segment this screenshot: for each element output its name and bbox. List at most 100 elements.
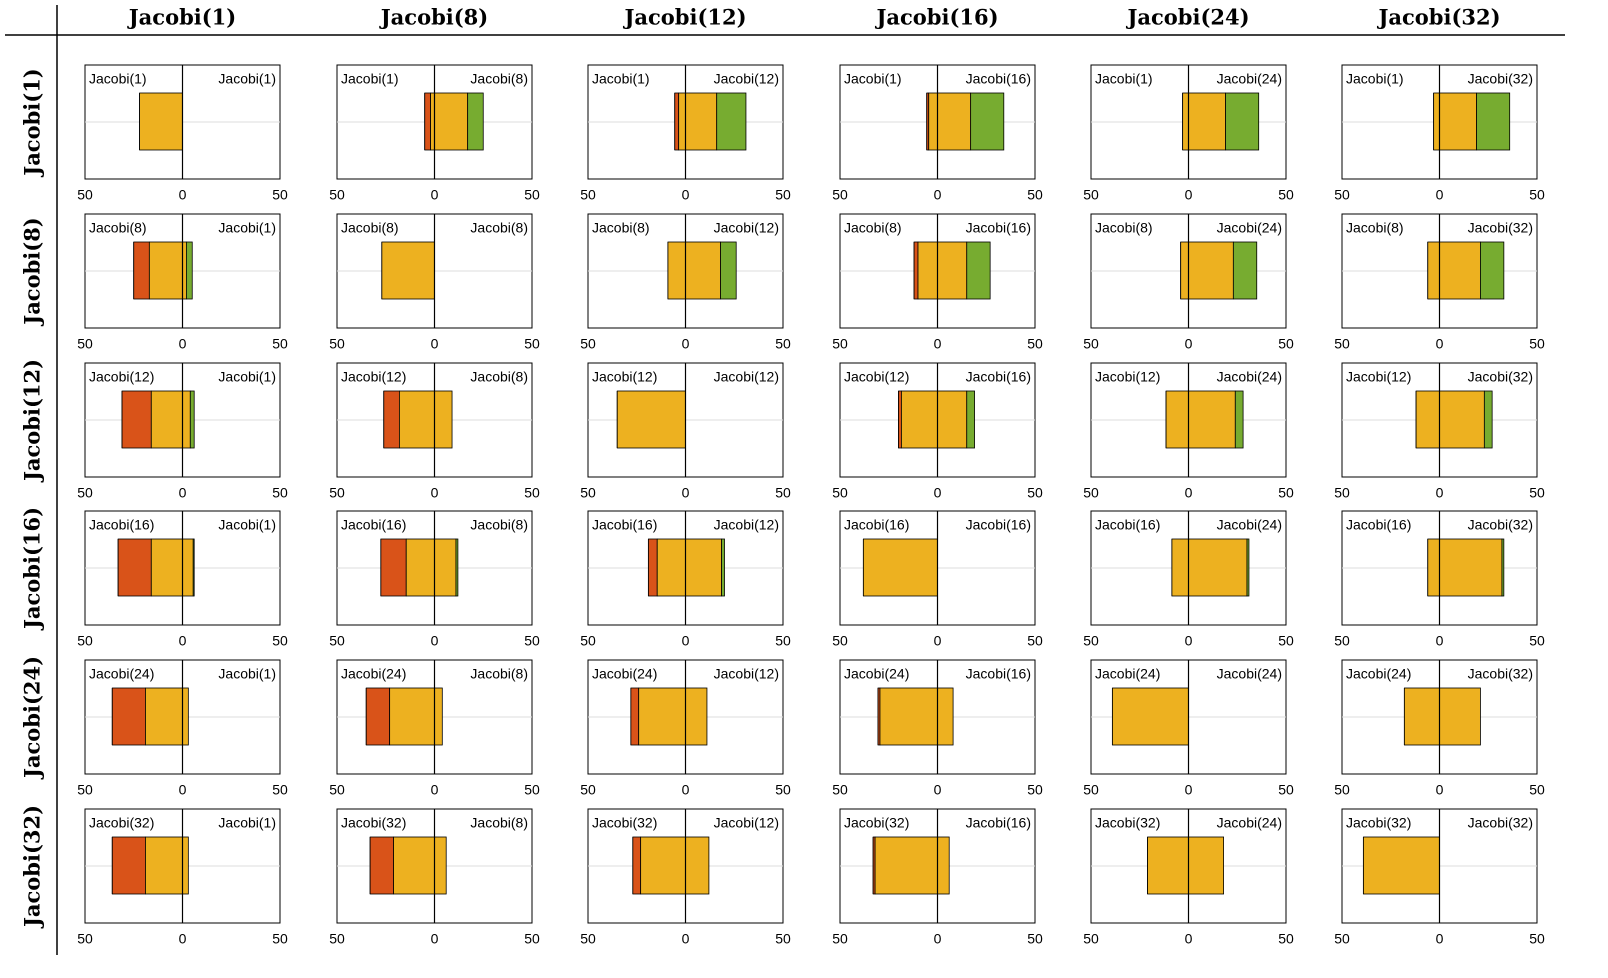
right-label: Jacobi(24) <box>1217 71 1282 87</box>
x-tick-label: 0 <box>1436 485 1444 501</box>
x-tick-label: 50 <box>1278 485 1294 501</box>
x-tick-label: 0 <box>179 782 187 798</box>
x-tick-label: 0 <box>179 931 187 947</box>
bar-segment <box>1171 538 1248 597</box>
left-label: Jacobi(8) <box>844 220 902 236</box>
bar-segment <box>630 687 640 746</box>
x-tick-label: 0 <box>1436 782 1444 798</box>
bar-segment <box>913 241 919 300</box>
left-label: Jacobi(32) <box>89 815 154 831</box>
right-label: Jacobi(24) <box>1217 815 1282 831</box>
bar-segment <box>393 836 447 895</box>
bar-segment <box>383 390 400 449</box>
x-tick-label: 50 <box>272 633 288 649</box>
left-label: Jacobi(16) <box>1346 517 1411 533</box>
column-header: Jacobi(24) <box>1125 5 1249 30</box>
x-tick-label: 0 <box>682 633 690 649</box>
bar-segment <box>656 538 722 597</box>
row-header: Jacobi(16) <box>20 507 45 631</box>
column-header: Jacobi(16) <box>874 5 998 30</box>
right-label: Jacobi(32) <box>1468 815 1533 831</box>
x-tick-label: 0 <box>431 633 439 649</box>
x-tick-label: 0 <box>1185 782 1193 798</box>
x-tick-label: 50 <box>272 782 288 798</box>
x-tick-label: 0 <box>682 485 690 501</box>
bar-segment <box>1246 538 1250 597</box>
bar-segment <box>1427 241 1481 300</box>
x-tick-label: 50 <box>329 336 345 352</box>
x-tick-label: 50 <box>329 782 345 798</box>
right-label: Jacobi(1) <box>218 815 276 831</box>
right-label: Jacobi(12) <box>714 71 779 87</box>
x-tick-label: 50 <box>77 782 93 798</box>
right-label: Jacobi(24) <box>1217 517 1282 533</box>
right-label: Jacobi(8) <box>470 815 528 831</box>
bar-segment <box>117 538 152 597</box>
right-label: Jacobi(8) <box>470 369 528 385</box>
bar-segment <box>1480 241 1505 300</box>
right-label: Jacobi(12) <box>714 517 779 533</box>
x-tick-label: 0 <box>934 485 942 501</box>
bar-segment <box>369 836 394 895</box>
x-tick-label: 0 <box>179 633 187 649</box>
bar-segment <box>139 92 183 151</box>
right-label: Jacobi(16) <box>966 71 1031 87</box>
x-tick-label: 0 <box>934 336 942 352</box>
x-tick-label: 50 <box>1334 336 1350 352</box>
bar-segment <box>455 538 459 597</box>
row-header: Jacobi(24) <box>20 656 45 780</box>
right-label: Jacobi(8) <box>470 71 528 87</box>
x-tick-label: 50 <box>580 633 596 649</box>
left-label: Jacobi(24) <box>89 666 154 682</box>
bar-segment <box>189 390 195 449</box>
right-label: Jacobi(1) <box>218 517 276 533</box>
x-tick-label: 0 <box>179 336 187 352</box>
x-tick-label: 50 <box>524 336 540 352</box>
right-label: Jacobi(16) <box>966 369 1031 385</box>
x-tick-label: 50 <box>580 782 596 798</box>
bar-segment <box>678 92 718 151</box>
left-label: Jacobi(8) <box>341 220 399 236</box>
x-tick-label: 0 <box>431 485 439 501</box>
x-tick-label: 50 <box>329 187 345 203</box>
x-tick-label: 0 <box>682 782 690 798</box>
left-label: Jacobi(16) <box>1095 517 1160 533</box>
bar-segment <box>966 241 991 300</box>
left-label: Jacobi(1) <box>341 71 399 87</box>
left-label: Jacobi(1) <box>89 71 147 87</box>
x-tick-label: 50 <box>77 187 93 203</box>
x-tick-label: 0 <box>179 187 187 203</box>
left-label: Jacobi(8) <box>89 220 147 236</box>
x-tick-label: 50 <box>832 931 848 947</box>
x-tick-label: 0 <box>1436 336 1444 352</box>
bar-segment <box>148 241 187 300</box>
right-label: Jacobi(1) <box>218 369 276 385</box>
x-tick-label: 50 <box>1278 931 1294 947</box>
x-tick-label: 0 <box>431 336 439 352</box>
x-tick-label: 50 <box>580 931 596 947</box>
right-label: Jacobi(16) <box>966 220 1031 236</box>
x-tick-label: 50 <box>580 336 596 352</box>
x-tick-label: 0 <box>1185 336 1193 352</box>
row-header: Jacobi(12) <box>20 359 45 483</box>
left-label: Jacobi(8) <box>592 220 650 236</box>
left-label: Jacobi(12) <box>844 369 909 385</box>
bar-segment <box>901 390 968 449</box>
x-tick-label: 50 <box>1278 782 1294 798</box>
bar-segment <box>185 241 193 300</box>
x-tick-label: 50 <box>1083 633 1099 649</box>
right-label: Jacobi(16) <box>966 815 1031 831</box>
x-tick-label: 50 <box>329 485 345 501</box>
x-tick-label: 50 <box>1083 485 1099 501</box>
right-label: Jacobi(32) <box>1468 517 1533 533</box>
bar-segment <box>145 836 189 895</box>
right-label: Jacobi(12) <box>714 220 779 236</box>
x-tick-label: 50 <box>77 931 93 947</box>
x-tick-label: 50 <box>1027 485 1043 501</box>
x-tick-label: 50 <box>1027 782 1043 798</box>
bar-segment <box>720 241 737 300</box>
left-label: Jacobi(16) <box>89 517 154 533</box>
right-label: Jacobi(24) <box>1217 220 1282 236</box>
bar-segment <box>192 538 195 597</box>
